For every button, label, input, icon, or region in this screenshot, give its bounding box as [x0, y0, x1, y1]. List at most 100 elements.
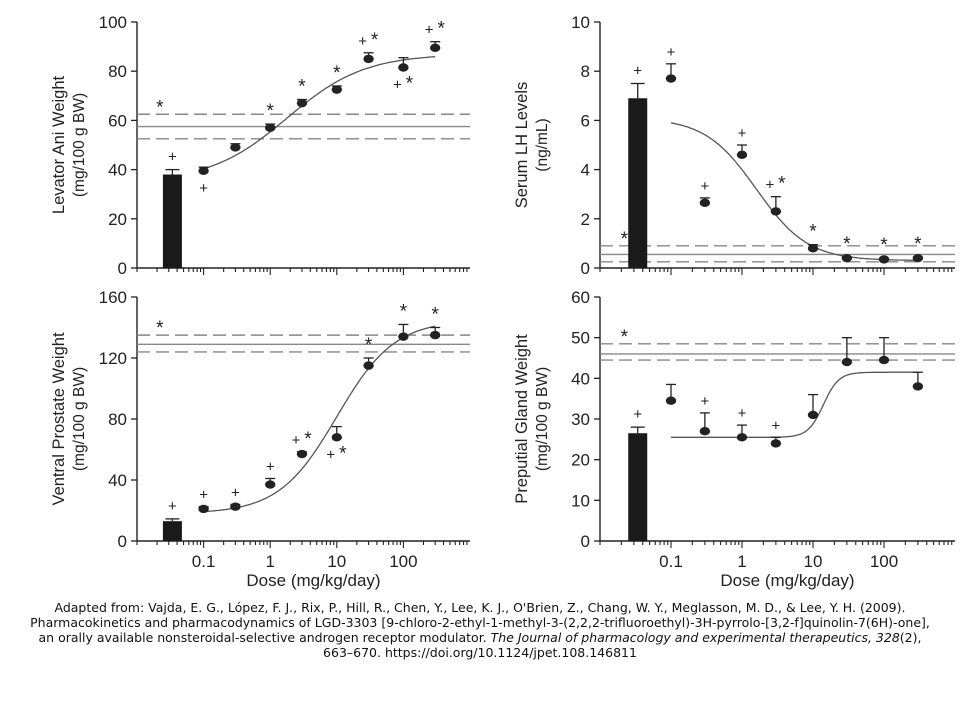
reference-mark: * — [621, 229, 629, 250]
data-point — [296, 449, 308, 459]
y-tick-label: 4 — [581, 161, 590, 180]
data-point-mark-plus: + — [738, 405, 747, 422]
panel-4: 0 10 20 30 40 50 60 0.1 1 10 100 Dose (mg/kg/day) Pr… — [513, 288, 955, 590]
y-axis-unit: (ng/mL) — [534, 118, 551, 171]
x-tick-label: 10 — [327, 552, 346, 571]
data-point-mark-plus: + — [700, 393, 709, 410]
x-tick-label: 1 — [265, 552, 274, 571]
data-point — [265, 480, 276, 489]
data-point-mark-plus: + — [199, 487, 208, 504]
citation-line-1: Adapted from: Vajda, E. G., López, F. J.… — [54, 600, 906, 615]
data-point — [296, 98, 308, 108]
data-point-mark-plus: + — [358, 33, 367, 50]
data-point — [230, 143, 241, 152]
y-tick-label: 20 — [108, 210, 127, 229]
control-bar — [162, 521, 182, 541]
x-tick-label: 100 — [870, 552, 898, 571]
data-point — [665, 74, 677, 83]
data-point-mark-asterisk: * — [304, 429, 312, 450]
data-point — [665, 396, 677, 405]
data-point-mark-asterisk: * — [298, 76, 306, 97]
control-bar-mark-plus: + — [168, 149, 177, 166]
data-point-mark-plus: + — [266, 458, 275, 475]
reference-mark: * — [621, 327, 629, 348]
data-point — [770, 207, 782, 216]
data-point-mark-plus: + — [231, 484, 240, 501]
y-tick-label: 80 — [108, 410, 127, 429]
y-tick-label: 10 — [571, 13, 590, 32]
data-point — [912, 253, 924, 263]
data-point-mark-asterisk: * — [914, 234, 922, 255]
x-tick-label: 0.1 — [659, 552, 683, 571]
data-point — [736, 150, 748, 160]
citation-line-3: an orally available nonsteroidal-selecti… — [0, 630, 960, 645]
data-point-mark-asterisk: * — [809, 222, 817, 243]
y-tick-label: 10 — [571, 491, 590, 510]
data-point — [198, 504, 209, 514]
data-point-mark-asterisk: * — [880, 235, 888, 256]
data-point — [331, 433, 342, 442]
y-tick-label: 50 — [571, 329, 590, 348]
data-point — [841, 357, 853, 367]
data-point — [736, 433, 748, 442]
data-point-mark-asterisk: * — [333, 63, 341, 84]
y-tick-label: 0 — [581, 259, 590, 278]
control-bar — [628, 433, 648, 541]
data-point-mark-plus: + — [292, 432, 301, 449]
y-tick-label: 160 — [99, 288, 127, 307]
data-point — [363, 361, 374, 370]
y-tick-label: 40 — [571, 369, 590, 388]
y-axis-unit: (mg/100 g BW) — [534, 367, 551, 471]
data-point — [363, 54, 374, 64]
y-tick-label: 0 — [118, 532, 127, 551]
y-tick-label: 60 — [571, 288, 590, 307]
data-point-mark-asterisk: * — [406, 74, 414, 95]
control-bar-mark-plus: + — [633, 63, 642, 80]
data-point — [770, 439, 782, 448]
citation: Adapted from: Vajda, E. G., López, F. J.… — [0, 600, 960, 660]
y-axis-label: Levator Ani Weight — [50, 75, 68, 214]
control-bar — [628, 98, 648, 268]
control-bar — [162, 174, 182, 268]
data-point — [429, 330, 441, 340]
y-tick-label: 0 — [118, 259, 127, 278]
fitted-curve — [203, 325, 436, 513]
data-point-mark-plus: + — [393, 77, 402, 94]
panel-3: 0 40 80 120 160 0.1 1 10 100 Dose (mg/kg/day) Vent… — [50, 288, 470, 590]
data-point-mark-asterisk: * — [431, 305, 439, 326]
data-point — [331, 85, 342, 94]
data-point — [807, 244, 819, 253]
y-tick-label: 8 — [581, 62, 590, 81]
control-bar-mark-plus: + — [168, 498, 177, 515]
data-point — [699, 427, 711, 436]
data-point — [265, 123, 276, 132]
data-point — [878, 255, 890, 264]
control-bar-mark-plus: + — [633, 406, 642, 423]
data-point — [841, 253, 853, 263]
y-tick-label: 80 — [108, 62, 127, 81]
fitted-curve — [671, 371, 918, 438]
fitted-curve — [203, 56, 436, 170]
data-point — [429, 43, 441, 53]
data-point-mark-plus: + — [326, 446, 335, 463]
citation-journal: The Journal of pharmacology and experime… — [490, 630, 900, 645]
x-axis-label: Dose (mg/kg/day) — [720, 571, 854, 590]
data-point-mark-plus: + — [425, 22, 434, 39]
citation-title-end: an orally available nonsteroidal-selecti… — [38, 630, 491, 645]
citation-line-4: 663–670. https://doi.org/10.1124/jpet.10… — [323, 645, 637, 660]
data-point-mark-asterisk: * — [437, 19, 445, 40]
panel-1: 0 20 40 60 80 100 Levator Ani Weight (mg/100 g … — [50, 13, 470, 278]
data-point-mark-plus: + — [738, 125, 747, 142]
data-point-mark-asterisk: * — [371, 30, 379, 51]
y-tick-label: 2 — [581, 210, 590, 229]
y-tick-label: 60 — [108, 111, 127, 130]
y-axis-label: Preputial Gland Weight — [513, 334, 531, 504]
data-point — [230, 502, 241, 511]
reference-mark: * — [156, 318, 164, 339]
data-point-mark-plus: + — [765, 177, 774, 194]
y-tick-label: 40 — [108, 471, 127, 490]
data-point-mark-plus: + — [700, 178, 709, 195]
data-point-mark-plus: + — [667, 44, 676, 61]
